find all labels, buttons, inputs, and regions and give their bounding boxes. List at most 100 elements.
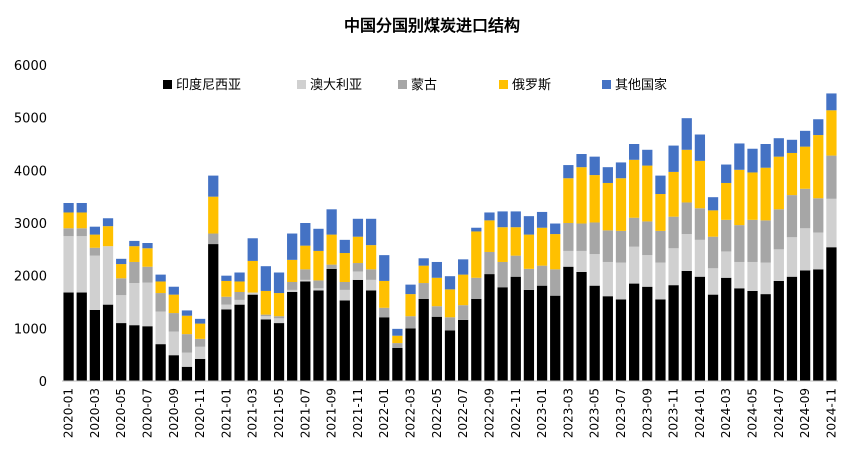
bar-segment [194,338,206,347]
x-tick-label: 2021-07 [298,388,312,438]
bar-segment [760,144,771,168]
bar-segment [181,366,193,381]
bar-segment [418,283,429,299]
bar-segment [168,355,179,381]
bar-segment [431,316,442,381]
bar-segment [602,167,613,183]
bar-segment [589,222,600,255]
bar-segment [405,316,416,329]
bar-segment [405,328,416,381]
bar-segment [773,138,784,157]
bar-segment [536,211,548,228]
legend-label: 澳大利亚 [310,77,362,93]
bar-segment [431,306,442,317]
x-tick-label: 2023-07 [614,388,628,438]
bar-segment [760,167,771,221]
bar-segment [629,283,640,381]
bar-segment [392,347,403,381]
bar-segment [642,286,653,381]
y-axis: 0 1000 2000 3000 4000 5000 6000 [14,59,47,390]
bar-segment [155,274,166,282]
bar-segment [155,344,166,381]
bar-segment [194,318,206,324]
bar-segment [550,295,561,381]
bar-segment [484,220,495,252]
bar-segment [247,238,258,261]
x-tick-label: 2023-11 [667,388,681,438]
bar-segment [694,160,706,209]
bar-segment [247,292,258,295]
bar-segment [655,194,666,231]
bar-segment [379,317,390,381]
bar-segment [194,346,206,359]
bar-segment [510,276,521,381]
bar-segment [247,260,258,293]
bar-segment [63,228,74,237]
bar-segment [352,279,364,381]
x-tick-label: 2021-01 [219,388,233,438]
legend-label: 其他国家 [615,77,667,93]
legend-label: 俄罗斯 [512,78,551,93]
bar-segment [352,236,364,264]
bar-segment [365,245,377,270]
bar-segment [773,249,784,281]
bar-segment [536,265,548,286]
bar-segment [431,277,442,307]
x-tick-label: 2021-11 [351,388,365,438]
bar-segment [497,261,508,288]
bar-segment [747,148,758,173]
bar-segment [221,296,232,305]
bar-segment [221,280,232,297]
bar-segment [615,230,627,263]
bar-segment [300,269,311,280]
bar-segment [471,231,482,278]
y-tick-label: 0 [39,375,47,390]
bar-segment [563,266,574,381]
bar-segment [668,285,679,381]
bar-segment [602,230,613,262]
bar-segment [458,319,469,381]
bar-segment [300,245,311,270]
y-tick-label: 1000 [14,322,47,337]
x-tick-label: 2024-09 [798,388,812,438]
bar-segment [260,266,271,291]
bar-segment [576,167,587,224]
y-tick-label: 5000 [14,112,47,127]
bar-segment [523,289,535,381]
bar-segment [208,175,219,197]
bar-segment [102,218,114,227]
bar-segment [826,247,837,381]
x-tick-label: 2020-03 [88,388,102,438]
bar-segment [615,262,627,300]
bar-segment [63,212,74,229]
bar-segment [773,280,784,381]
bar-segment [379,255,390,281]
bar-segment [655,299,666,381]
bar-segment [221,304,232,310]
bar-segment [629,144,640,160]
bar-segment [365,218,377,246]
bar-segment [773,209,784,250]
bar-segment [536,285,548,381]
bar-segment [707,236,719,269]
bar-segment [260,316,271,320]
bar-segment [523,234,535,269]
bar-segment [550,234,561,270]
bar-segment [89,255,101,310]
bar-segment [576,223,587,251]
bar-segment [786,152,798,196]
bar-segment [642,165,653,222]
y-tick-label: 4000 [14,164,47,179]
bar-segment [313,290,324,381]
bar-segment [405,294,416,317]
bar-segment [221,309,232,381]
bar-segment [668,216,679,249]
bar-segment [418,258,429,266]
x-tick-label: 2022-07 [456,388,470,438]
bar-segment [484,274,495,381]
bar-segment [102,304,114,381]
bar-segment [681,202,692,235]
legend-label: 印度尼西亚 [176,77,241,93]
bar-segment [681,118,692,150]
